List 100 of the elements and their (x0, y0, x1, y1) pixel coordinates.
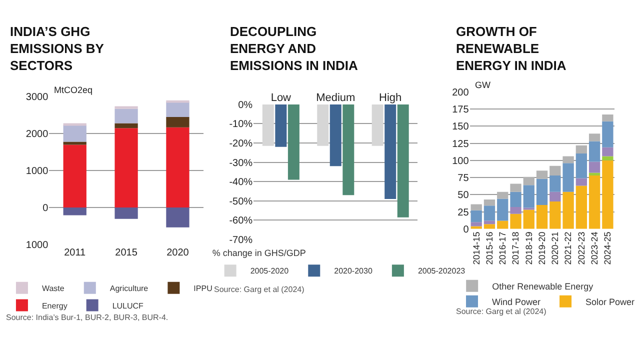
legend-label: 2005-2020 (250, 266, 290, 276)
y-tick-label: 175 (452, 104, 470, 116)
legend-label: 2020-2030 (334, 266, 373, 276)
bar (510, 192, 522, 207)
y-tick-label: -50% (229, 196, 253, 208)
x-tick-label: Low (270, 92, 292, 104)
bar (523, 176, 534, 186)
y-tick-label: -60% (229, 216, 253, 227)
bar (602, 114, 614, 122)
y-tick-label: 50 (458, 190, 470, 202)
bar (576, 145, 588, 154)
bar (562, 156, 574, 164)
y-tick-label: -40% (229, 177, 253, 188)
bar (484, 220, 496, 224)
x-tick-label: High (379, 92, 402, 104)
legend-label: Energy (42, 301, 68, 310)
y-tick-label: -20% (229, 138, 253, 150)
x-tick-label: 2024-25 (602, 232, 613, 265)
y-tick-label: 150 (452, 122, 470, 133)
y-tick-label: -30% (229, 158, 253, 169)
bar (114, 106, 138, 109)
source-note: Source: India’s Bur-1, BUR-2, BUR-3, BUR-4. (6, 313, 168, 322)
bar (510, 214, 522, 229)
bar (588, 175, 600, 229)
y-tick-label: 75 (458, 173, 470, 184)
bar (550, 175, 561, 192)
y-tick-label: 125 (452, 138, 470, 150)
x-tick-label: 2014-15 (471, 232, 482, 265)
bar (497, 198, 508, 221)
bar (166, 127, 190, 208)
x-tick-label: 2015 (115, 247, 138, 258)
bar (576, 154, 588, 178)
legend-label: LULUCF (112, 301, 144, 310)
bar (114, 207, 138, 219)
chart-title: DECOUPLING ENERGY AND EMISSIONS IN INDIA (230, 24, 358, 73)
legend-label: IPPU (194, 284, 213, 293)
bar (497, 192, 508, 199)
bar (576, 178, 588, 186)
bar (114, 108, 138, 124)
bar (166, 117, 190, 128)
x-tick-label: 2023-24 (589, 232, 600, 265)
legend-label: Solor Power (586, 296, 635, 307)
bar (602, 156, 614, 160)
y-tick-label: 1000 (26, 166, 49, 178)
x-tick-label: Medium (316, 92, 356, 104)
x-tick-label: 2022-23 (576, 232, 586, 265)
y-axis-title: MtCO2eq (54, 85, 93, 95)
legend-title: % change in GHS/GDP (212, 248, 306, 258)
bar (588, 141, 600, 162)
y-tick-label: 25 (458, 207, 470, 218)
bar (536, 170, 548, 179)
x-tick-label: 2015-16 (484, 232, 494, 265)
y-tick-label: -70% (229, 235, 253, 246)
y-tick-label: 2000 (26, 129, 49, 140)
bar (523, 185, 534, 208)
bar (114, 123, 138, 128)
bar (588, 162, 600, 173)
y-tick-label: -10% (229, 119, 253, 130)
bar (588, 134, 600, 142)
x-tick-label: 2020-21 (550, 232, 560, 265)
legend-label: Other Renewable Energy (492, 281, 594, 292)
x-tick-label: 2021-22 (563, 232, 574, 265)
y-tick-label: 0 (463, 224, 470, 236)
legend-label: 2005-202023 (418, 266, 466, 276)
y-tick-label: 200 (452, 87, 470, 98)
bar (562, 192, 574, 229)
bar (484, 206, 496, 221)
bar (63, 144, 86, 208)
y-tick-label: 0 (42, 202, 49, 214)
bar (63, 207, 86, 216)
bar (536, 178, 548, 205)
bar (510, 184, 522, 192)
x-tick-label: 2017-18 (510, 232, 521, 265)
bar (470, 226, 482, 229)
bar (576, 186, 588, 229)
x-tick-label: 2016-17 (498, 232, 508, 265)
bar (523, 210, 534, 229)
y-tick-label: 100 (452, 156, 470, 167)
x-tick-label: 2020 (166, 247, 190, 258)
chart-title: INDIA’S GHG EMISSIONS BY SECTORS (10, 24, 104, 73)
bar (484, 199, 496, 206)
bar (166, 207, 190, 228)
y-tick-label: 0% (238, 100, 253, 111)
bar (602, 147, 614, 156)
chart-title: GROWTH OF RENEWABLE ENERGY IN INDIA (456, 24, 567, 73)
legend-label: Waste (42, 284, 65, 293)
bar (550, 202, 561, 229)
bar (63, 142, 86, 145)
bar (484, 224, 496, 229)
bar (166, 102, 190, 118)
source-note: Source: Garg et al (2024) (214, 285, 305, 294)
bar (497, 220, 508, 229)
bar (550, 192, 561, 202)
x-tick-label: 2018-19 (524, 232, 534, 265)
bar (536, 204, 548, 229)
legend-label: Wind Power (492, 296, 541, 307)
legend-label: Agriculture (110, 284, 149, 293)
bar (63, 125, 86, 142)
x-tick-label: 2019-20 (536, 232, 547, 265)
x-tick-label: 2011 (64, 247, 86, 258)
